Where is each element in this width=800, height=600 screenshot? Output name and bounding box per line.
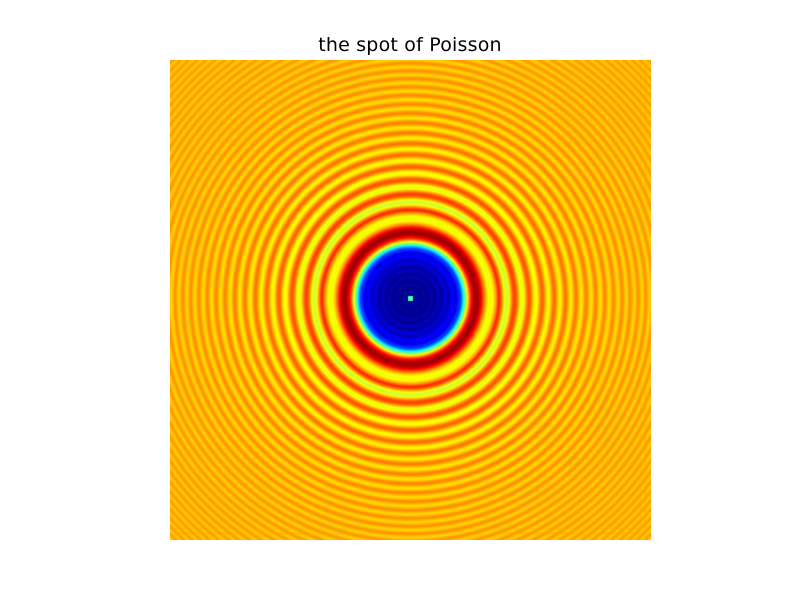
plot-title: the spot of Poisson xyxy=(318,34,502,56)
poisson-spot-heatmap xyxy=(170,60,651,540)
diffraction-image xyxy=(170,60,651,540)
